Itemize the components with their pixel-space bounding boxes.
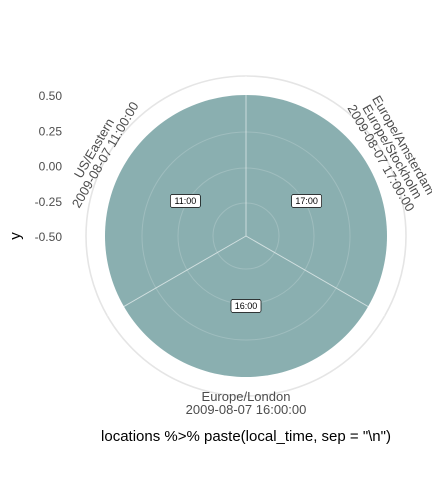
data-label: 11:00: [170, 194, 201, 208]
y-tick-label: 0.00: [39, 160, 63, 174]
slice-divider: [245, 235, 385, 317]
data-label: 16:00: [230, 299, 262, 313]
data-label-box: [170, 194, 201, 208]
y-tick-label: -0.25: [35, 195, 63, 209]
sector-label-line: Europe/London: [202, 389, 291, 404]
data-label-box: [230, 299, 262, 313]
sector-label-line: 2009-08-07 16:00:00: [186, 402, 307, 417]
y-axis-ticks: 0.50 0.25 0.00 -0.25 -0.50: [35, 89, 63, 244]
x-axis-title: locations %>% paste(local_time, sep = "\…: [101, 428, 391, 445]
y-tick-label: 0.50: [39, 89, 63, 103]
y-axis-title: y: [7, 232, 24, 240]
slice-dividers: [107, 76, 385, 317]
slice-divider: [107, 235, 247, 317]
y-tick-label: 0.25: [39, 124, 63, 138]
data-label-text: 11:00: [174, 196, 196, 206]
y-tick-label: -0.50: [35, 230, 63, 244]
data-labels: 17:00 16:00 11:00: [170, 194, 322, 313]
data-label: 17:00: [291, 194, 322, 208]
data-label-box: [291, 194, 322, 208]
data-label-text: 17:00: [295, 196, 318, 206]
data-label-text: 16:00: [235, 301, 258, 311]
